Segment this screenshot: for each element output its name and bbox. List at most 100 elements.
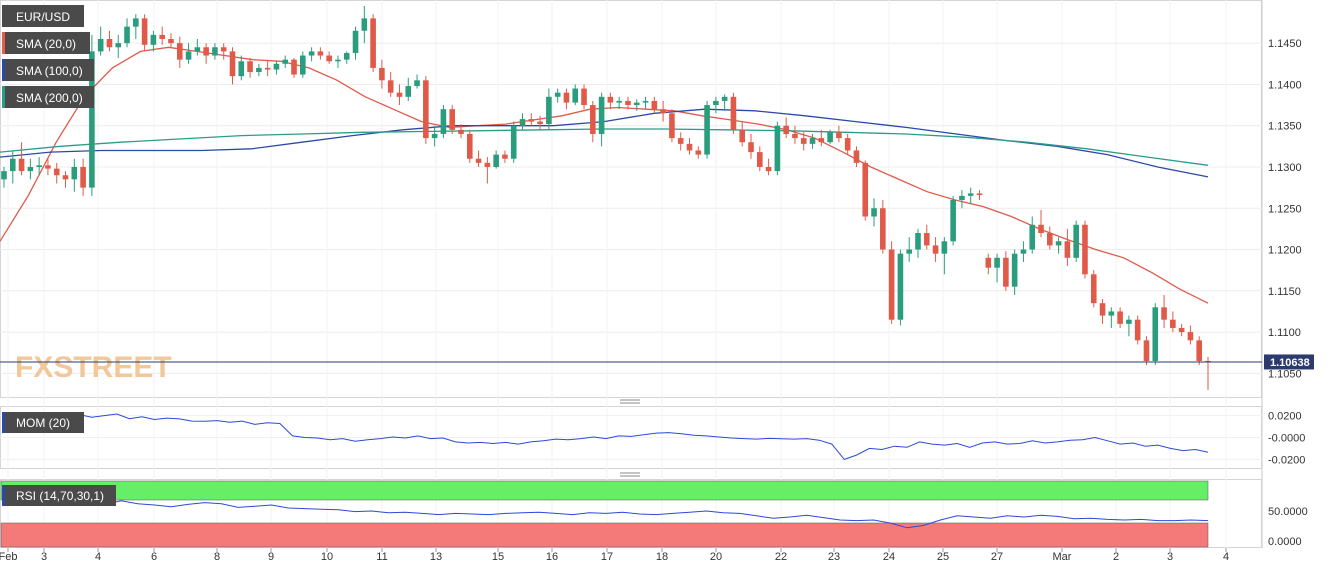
candle-body: [642, 100, 649, 103]
candle-body: [502, 154, 508, 159]
rsi-overbought-zone: [0, 480, 1209, 501]
legend-sma20[interactable]: SMA (20,0): [2, 32, 90, 54]
candle-body: [827, 132, 833, 143]
x-tick-label: 3: [1167, 551, 1173, 563]
x-tick-label: 11: [376, 551, 387, 563]
candle-body: [713, 100, 719, 106]
candle-body: [967, 193, 974, 196]
candle-body: [431, 133, 438, 139]
price-panel: [0, 0, 1262, 398]
svg-text:MOM (20): MOM (20): [16, 416, 70, 430]
legend-symbol[interactable]: EUR/USD: [2, 5, 84, 27]
candle-body: [800, 138, 807, 144]
candle-body: [704, 105, 710, 155]
x-tick-label: 10: [321, 551, 333, 563]
candle-body: [212, 47, 218, 56]
candle-body: [985, 257, 992, 268]
rsi-tick-label: 50.0000: [1268, 506, 1308, 518]
candle-body: [669, 113, 675, 139]
candle-body: [1082, 224, 1088, 275]
candle-body: [168, 39, 174, 44]
x-tick-label: 13: [430, 551, 442, 563]
candle-body: [1011, 253, 1018, 287]
candle-body: [141, 18, 148, 45]
x-tick-label: 24: [883, 551, 895, 563]
panel-splitter-top[interactable]: [620, 399, 640, 404]
candle-body: [616, 100, 622, 103]
candle-body: [159, 34, 165, 40]
candle-body: [625, 100, 631, 106]
legend-sma200[interactable]: SMA (200,0): [2, 86, 94, 108]
candle-body: [1064, 241, 1071, 258]
x-tick-label: Feb: [0, 551, 17, 563]
candle-body: [607, 96, 614, 103]
candle-body: [528, 119, 535, 122]
candle-body: [862, 162, 869, 217]
price-tick-label: 1.1250: [1268, 203, 1302, 215]
candle-body: [203, 47, 209, 56]
candle-body: [282, 59, 289, 64]
legend-sma100[interactable]: SMA (100,0): [2, 59, 94, 81]
candle-body: [563, 92, 570, 103]
candle-body: [466, 133, 473, 159]
x-tick-label: 8: [214, 551, 220, 563]
legend-rsi[interactable]: RSI (14,70,30,1): [2, 485, 116, 506]
candle-body: [1117, 311, 1123, 324]
x-tick-label: 2: [1113, 551, 1119, 563]
candle-body: [300, 55, 306, 75]
x-tick-label: 6: [151, 551, 157, 563]
candle-body: [36, 165, 42, 167]
candle-body: [537, 121, 543, 125]
legend-mom[interactable]: MOM (20): [2, 412, 84, 433]
rsi-oversold-zone: [0, 522, 1209, 548]
axes: 1.1450 1.1400 1.1350 1.1300 1.1250 1.1200 1.11…: [0, 38, 1308, 563]
x-tick-label: 25: [937, 551, 949, 563]
candle-body: [598, 96, 605, 134]
candle-body: [1187, 332, 1194, 341]
candle-body: [71, 166, 78, 180]
candle-body: [1047, 233, 1053, 246]
x-tick-label: 22: [775, 551, 787, 563]
candle-body: [335, 59, 341, 62]
candle-body: [897, 253, 904, 320]
candle-body: [765, 166, 772, 172]
candle-body: [739, 129, 746, 143]
candle-body: [721, 96, 728, 101]
x-tick-label: 18: [656, 551, 668, 563]
x-tick-label: 27: [991, 551, 1003, 563]
candle-body: [941, 241, 948, 254]
candle-body: [730, 96, 737, 130]
candle-body: [836, 132, 842, 139]
svg-text:SMA (200,0): SMA (200,0): [16, 91, 83, 105]
candle-body: [80, 166, 86, 188]
panel-splitter-bottom[interactable]: [620, 472, 640, 477]
candle-body: [1134, 319, 1141, 341]
candle-body: [229, 51, 236, 77]
candle-body: [62, 175, 69, 180]
candle-body: [633, 102, 640, 106]
candle-body: [1126, 319, 1132, 324]
indicator-lines: [3, 413, 1209, 529]
candle-body: [519, 119, 526, 126]
last-price-tag: 1.10638: [1264, 354, 1314, 370]
candle-body: [238, 61, 245, 77]
price-tick-label: 1.1300: [1268, 162, 1302, 174]
candle-body: [1090, 274, 1097, 304]
price-tick-label: 1.1450: [1268, 38, 1302, 50]
candle-body: [1099, 303, 1106, 316]
candle-body: [308, 51, 315, 56]
candle-body: [317, 51, 324, 56]
x-tick-label: Mar: [1053, 551, 1072, 563]
candle-body: [554, 92, 561, 97]
candle-body: [343, 53, 350, 60]
grid-layer: [0, 0, 1262, 548]
candle-body: [273, 63, 280, 70]
mom-tick-label: -0.0000: [1268, 433, 1305, 445]
price-tick-label: 1.1400: [1268, 79, 1302, 91]
candle-body: [888, 249, 895, 320]
x-tick-label: 3: [41, 551, 47, 563]
candles: [1, 6, 1211, 390]
svg-text:SMA (20,0): SMA (20,0): [16, 37, 76, 51]
